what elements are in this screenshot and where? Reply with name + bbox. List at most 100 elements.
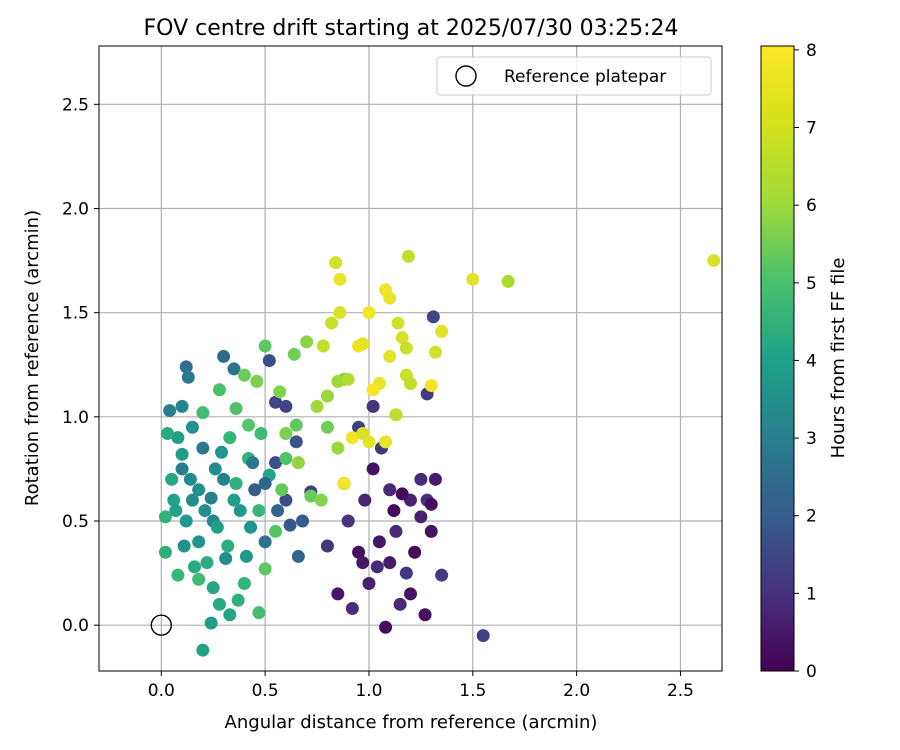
data-point (383, 291, 397, 305)
data-point (310, 399, 324, 413)
data-point (707, 254, 721, 268)
data-point (221, 539, 235, 553)
data-point (389, 408, 403, 422)
data-point (171, 568, 185, 582)
data-point (258, 339, 272, 353)
x-tick-label: 0.0 (148, 681, 175, 701)
data-point (279, 399, 293, 413)
data-point (300, 335, 314, 349)
legend-box (436, 56, 712, 96)
data-point (248, 483, 262, 497)
data-point (370, 560, 384, 574)
data-point (250, 374, 264, 388)
x-tick-label: 0.5 (252, 681, 279, 701)
data-point (192, 483, 206, 497)
data-point (192, 572, 206, 586)
data-point (356, 337, 370, 351)
data-point (183, 472, 197, 486)
data-point (331, 587, 345, 601)
data-point (258, 477, 272, 490)
data-point (200, 556, 214, 570)
data-point (192, 535, 206, 549)
data-point (258, 562, 272, 576)
data-point (283, 518, 297, 532)
data-point (177, 539, 191, 553)
data-point (383, 349, 397, 363)
y-axis-label: Rotation from reference (arcmin) (22, 210, 43, 506)
data-point (275, 483, 289, 497)
data-point (333, 306, 347, 320)
data-point (387, 504, 401, 518)
y-tick-label: 1.5 (62, 304, 89, 324)
data-point (252, 504, 266, 518)
data-point (393, 597, 407, 611)
data-point (383, 483, 397, 497)
data-points (158, 249, 721, 657)
data-point (227, 362, 241, 376)
data-point (395, 331, 409, 345)
y-tick-label: 0.0 (62, 616, 89, 636)
data-point (426, 310, 440, 324)
data-point (428, 472, 442, 486)
data-point (304, 489, 318, 503)
data-point (215, 445, 229, 459)
y-tick-label: 2.5 (62, 95, 89, 115)
colorbar-label: Hours from first FF file (828, 258, 849, 459)
colorbar (760, 45, 795, 672)
data-point (181, 370, 195, 384)
data-point (414, 510, 428, 524)
colorbar-tick-label: 7 (806, 119, 817, 139)
data-point (246, 456, 260, 470)
data-point (291, 456, 305, 470)
data-point (428, 345, 442, 359)
data-point (345, 602, 359, 615)
data-point (279, 427, 293, 440)
data-point (210, 520, 224, 534)
data-point (229, 402, 243, 415)
data-point (279, 493, 293, 507)
data-point (389, 524, 403, 538)
data-point (212, 597, 226, 611)
data-point (165, 472, 179, 486)
data-point (167, 493, 181, 507)
y-axis-ticks: 0.0 0.5 1.0 1.5 2.0 2.5 (62, 95, 99, 636)
colorbar-ticks: 0 1 2 3 4 5 6 7 8 (794, 41, 817, 682)
data-point (227, 493, 241, 507)
data-point (362, 435, 376, 449)
data-point (362, 577, 376, 590)
colorbar-tick-label: 2 (806, 507, 817, 527)
data-point (219, 552, 233, 565)
data-point (296, 514, 310, 528)
data-point (320, 420, 334, 434)
data-point (316, 339, 330, 353)
colorbar-tick-label: 6 (806, 196, 817, 216)
y-tick-label: 0.5 (62, 512, 89, 532)
data-point (262, 354, 276, 368)
data-point (333, 272, 347, 286)
data-point (399, 566, 413, 580)
data-point (258, 535, 272, 549)
data-point (254, 427, 268, 440)
data-point (175, 462, 189, 476)
reference-marker-layer (150, 614, 173, 636)
data-point (404, 377, 417, 390)
data-point (198, 504, 212, 518)
data-point (414, 472, 428, 486)
data-point (287, 347, 301, 361)
data-point (289, 418, 303, 432)
data-point (345, 431, 359, 445)
data-point (196, 406, 210, 420)
data-point (185, 420, 199, 434)
data-point (269, 456, 283, 470)
data-point (158, 545, 172, 559)
data-point (320, 539, 334, 553)
x-axis-label: Angular distance from reference (arcmin) (225, 712, 598, 733)
data-point (196, 643, 210, 657)
x-tick-label: 2.0 (563, 681, 590, 701)
data-point (366, 383, 380, 397)
data-point (501, 274, 515, 288)
plot-frame (98, 45, 723, 672)
data-point (242, 418, 256, 432)
data-point (233, 504, 247, 518)
